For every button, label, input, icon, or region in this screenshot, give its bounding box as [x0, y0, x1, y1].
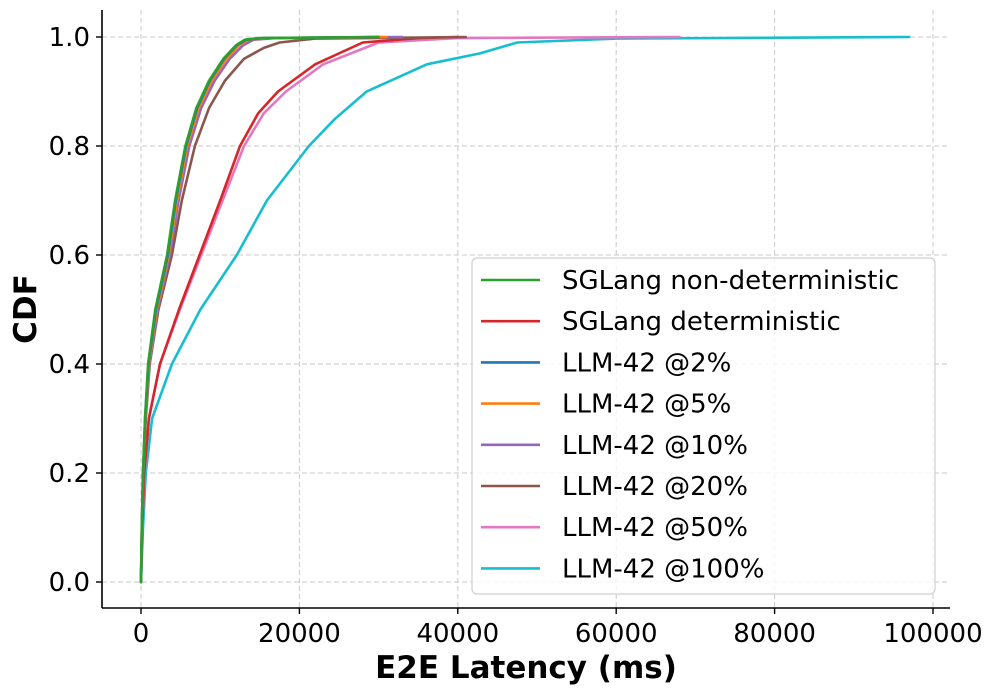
legend-label: LLM-42 @2% [562, 348, 731, 378]
x-tick-label: 20000 [258, 619, 341, 649]
legend-label: SGLang non-deterministic [562, 266, 899, 296]
y-tick-label: 0.0 [49, 568, 90, 598]
legend-label: LLM-42 @20% [562, 472, 748, 502]
legend-label: SGLang deterministic [562, 307, 841, 337]
series-lines [139, 35, 911, 584]
legend-label: LLM-42 @10% [562, 431, 748, 461]
y-tick-label: 0.2 [49, 459, 90, 489]
x-tick-label: 80000 [733, 619, 816, 649]
legend-box [471, 257, 936, 595]
x-axis-title: E2E Latency (ms) [375, 650, 677, 686]
y-tick-label: 0.8 [49, 132, 90, 162]
legend: SGLang non-deterministic SGLang determini… [471, 257, 936, 595]
series-line-sglang-deterministic [139, 35, 460, 584]
legend-label: LLM-42 @100% [562, 554, 764, 584]
y-tick-label: 1.0 [49, 23, 90, 53]
x-tick-label: 0 [133, 619, 150, 649]
x-tick-label: 100000 [883, 619, 982, 649]
series-line-sglang-non-deterministic [139, 35, 380, 584]
y-tick-label: 0.6 [49, 241, 90, 271]
series-line-llm-42-20 [139, 35, 468, 584]
legend-label: LLM-42 @5% [562, 390, 731, 420]
series-line-llm-42-100 [139, 35, 911, 584]
y-tick-label: 0.4 [49, 350, 90, 380]
legend-label: LLM-42 @50% [562, 513, 748, 543]
axis-ticks: 0 20000 40000 60000 80000 100000 0.0 0.2 0.4 0.6 0… [49, 23, 983, 649]
x-tick-label: 60000 [575, 619, 658, 649]
y-axis-title: CDF [8, 274, 44, 344]
x-tick-label: 40000 [416, 619, 499, 649]
